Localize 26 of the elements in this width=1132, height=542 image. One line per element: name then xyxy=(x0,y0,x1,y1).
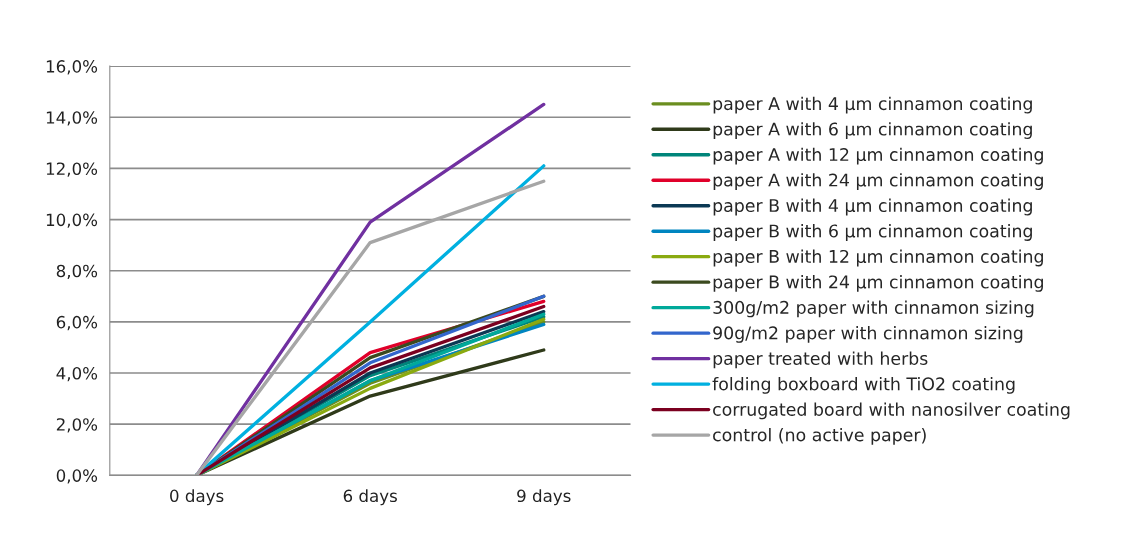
legend-label: paper B with 4 µm cinnamon coating xyxy=(713,198,1032,216)
y-tick-label: 4,0% xyxy=(56,366,98,382)
x-tick-label: 9 days xyxy=(517,489,571,506)
legend-label: 90g/m2 paper with cinnamon sizing xyxy=(713,326,1023,343)
legend-label: 300g/m2 paper with cinnamon sizing xyxy=(713,300,1034,318)
y-tick-label: 12,0% xyxy=(46,162,98,177)
legend-label: corrugated board with nanosilver coating xyxy=(713,402,1070,420)
y-tick-label: 10,0% xyxy=(46,213,98,228)
legend-label: paper B with 24 µm cinnamon coating xyxy=(713,275,1043,292)
y-tick-label: 16,0% xyxy=(46,60,98,75)
y-tick-label: 8,0% xyxy=(56,264,98,279)
legend-label: control (no active paper) xyxy=(713,427,926,445)
legend-label: paper B with 12 µm cinnamon coating xyxy=(713,249,1043,267)
x-tick-label: 6 days xyxy=(343,489,397,506)
legend-label: paper treated with herbs xyxy=(713,351,928,369)
y-tick-label: 6,0% xyxy=(56,315,98,331)
legend-label: paper A with 6 µm cinnamon coating xyxy=(713,122,1032,139)
legend-label: paper A with 4 µm cinnamon coating xyxy=(713,96,1032,114)
x-tick-label: 0 days xyxy=(170,489,224,506)
legend-label: paper A with 12 µm cinnamon coating xyxy=(713,147,1043,165)
legend-label: paper B with 6 µm cinnamon coating xyxy=(713,224,1032,241)
legend-label: folding boxboard with TiO2 coating xyxy=(712,377,1015,394)
legend-label: paper A with 24 µm cinnamon coating xyxy=(713,173,1043,190)
y-tick-label: 2,0% xyxy=(56,418,98,433)
y-tick-label: 0,0% xyxy=(56,469,98,484)
y-tick-label: 14,0% xyxy=(46,111,98,126)
